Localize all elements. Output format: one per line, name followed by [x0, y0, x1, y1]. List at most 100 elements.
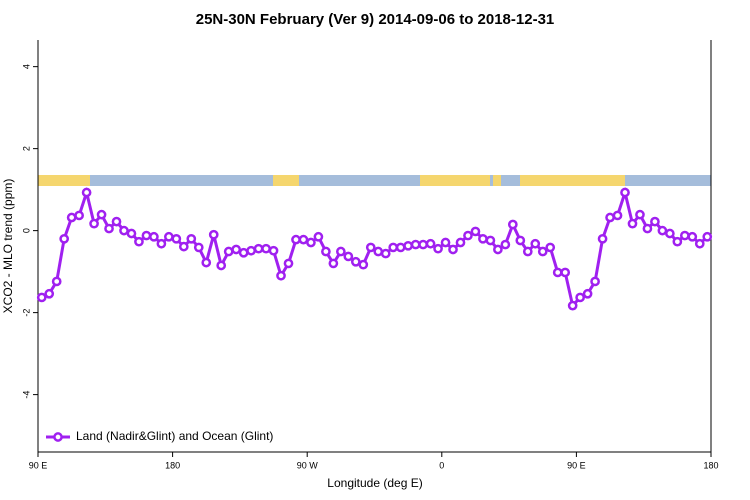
data-point	[679, 230, 690, 241]
data-point	[231, 244, 242, 255]
data-point	[111, 216, 122, 227]
data-point	[291, 234, 301, 245]
data-point	[493, 244, 503, 255]
data-point	[657, 225, 668, 236]
data-point	[298, 234, 309, 245]
data-point	[537, 246, 548, 257]
data-point	[81, 187, 92, 198]
data-point	[605, 212, 615, 223]
land-band	[38, 175, 90, 186]
data-point	[186, 233, 197, 244]
data-point	[448, 244, 458, 255]
y-tick-label: 4	[21, 64, 31, 69]
data-point	[36, 292, 47, 303]
land-band	[493, 175, 501, 186]
data-point	[515, 235, 526, 246]
y-tick-label: -2	[21, 309, 31, 317]
data-point	[253, 243, 264, 254]
data-point	[380, 248, 391, 259]
data-point	[321, 246, 331, 257]
data-point	[149, 231, 159, 242]
data-point	[403, 240, 413, 251]
data-point	[410, 239, 421, 250]
legend-marker	[53, 432, 63, 442]
data-point	[433, 243, 443, 254]
data-point	[59, 233, 70, 244]
data-point	[246, 245, 256, 256]
data-point	[89, 218, 99, 229]
data-point	[134, 236, 144, 247]
data-point	[463, 230, 473, 241]
data-point	[178, 241, 189, 252]
data-point	[418, 239, 428, 250]
data-point	[694, 238, 705, 249]
data-point	[455, 237, 466, 248]
data-point	[193, 242, 204, 253]
data-point	[612, 210, 623, 221]
data-point	[373, 246, 384, 257]
data-point	[276, 270, 286, 281]
ocean-band	[38, 175, 711, 186]
data-point	[635, 209, 645, 220]
data-point	[208, 229, 219, 240]
data-point	[672, 236, 683, 247]
data-point	[171, 233, 182, 244]
data-point	[66, 212, 77, 223]
data-point	[313, 231, 324, 242]
data-point	[223, 246, 234, 257]
data-point	[216, 260, 227, 271]
data-point	[545, 242, 556, 253]
data-point	[141, 230, 152, 241]
data-point	[687, 231, 698, 242]
land-band	[273, 175, 299, 186]
data-point	[470, 226, 481, 237]
data-point	[201, 257, 212, 268]
legend-label: Land (Nadir&Glint) and Ocean (Glint)	[76, 429, 273, 443]
data-point	[119, 225, 129, 236]
y-tick-label: 2	[21, 146, 31, 151]
data-point	[530, 238, 541, 249]
x-tick-label: 180	[703, 460, 718, 470]
data-point	[51, 276, 62, 287]
data-point	[500, 239, 511, 250]
data-point	[44, 288, 55, 299]
x-tick-label: 90 E	[29, 460, 48, 470]
data-point	[642, 223, 653, 234]
data-point	[702, 231, 713, 242]
data-point	[156, 238, 167, 249]
x-tick-label: 90 W	[297, 460, 319, 470]
data-point	[567, 300, 578, 311]
data-point	[74, 210, 84, 221]
data-point	[96, 209, 107, 220]
data-point	[522, 246, 533, 257]
data-point	[650, 216, 660, 227]
data-point	[365, 242, 376, 253]
x-tick-label: 0	[439, 460, 444, 470]
chart-title: 25N-30N February (Ver 9) 2014-09-06 to 2…	[196, 11, 555, 28]
data-point	[238, 247, 249, 258]
data-point	[358, 259, 369, 270]
land-band	[520, 175, 625, 186]
data-point	[126, 228, 137, 239]
data-point	[597, 233, 608, 244]
data-point	[283, 258, 294, 269]
data-point	[268, 245, 279, 256]
data-point	[575, 292, 585, 303]
data-point	[328, 258, 339, 269]
data-point	[620, 187, 630, 198]
data-point	[485, 235, 496, 246]
data-point	[590, 276, 600, 287]
y-axis-label: XCO2 - MLO trend (ppm)	[1, 179, 15, 314]
data-point	[425, 238, 436, 249]
data-point	[395, 242, 406, 253]
data-point	[507, 219, 518, 230]
data-point	[104, 223, 114, 234]
data-point	[164, 231, 174, 242]
data-point	[388, 242, 399, 253]
data-point	[582, 288, 593, 299]
data-point	[665, 228, 675, 239]
x-axis-label: Longitude (deg E)	[327, 476, 422, 490]
data-point	[560, 267, 571, 278]
x-tick-label: 180	[165, 460, 180, 470]
